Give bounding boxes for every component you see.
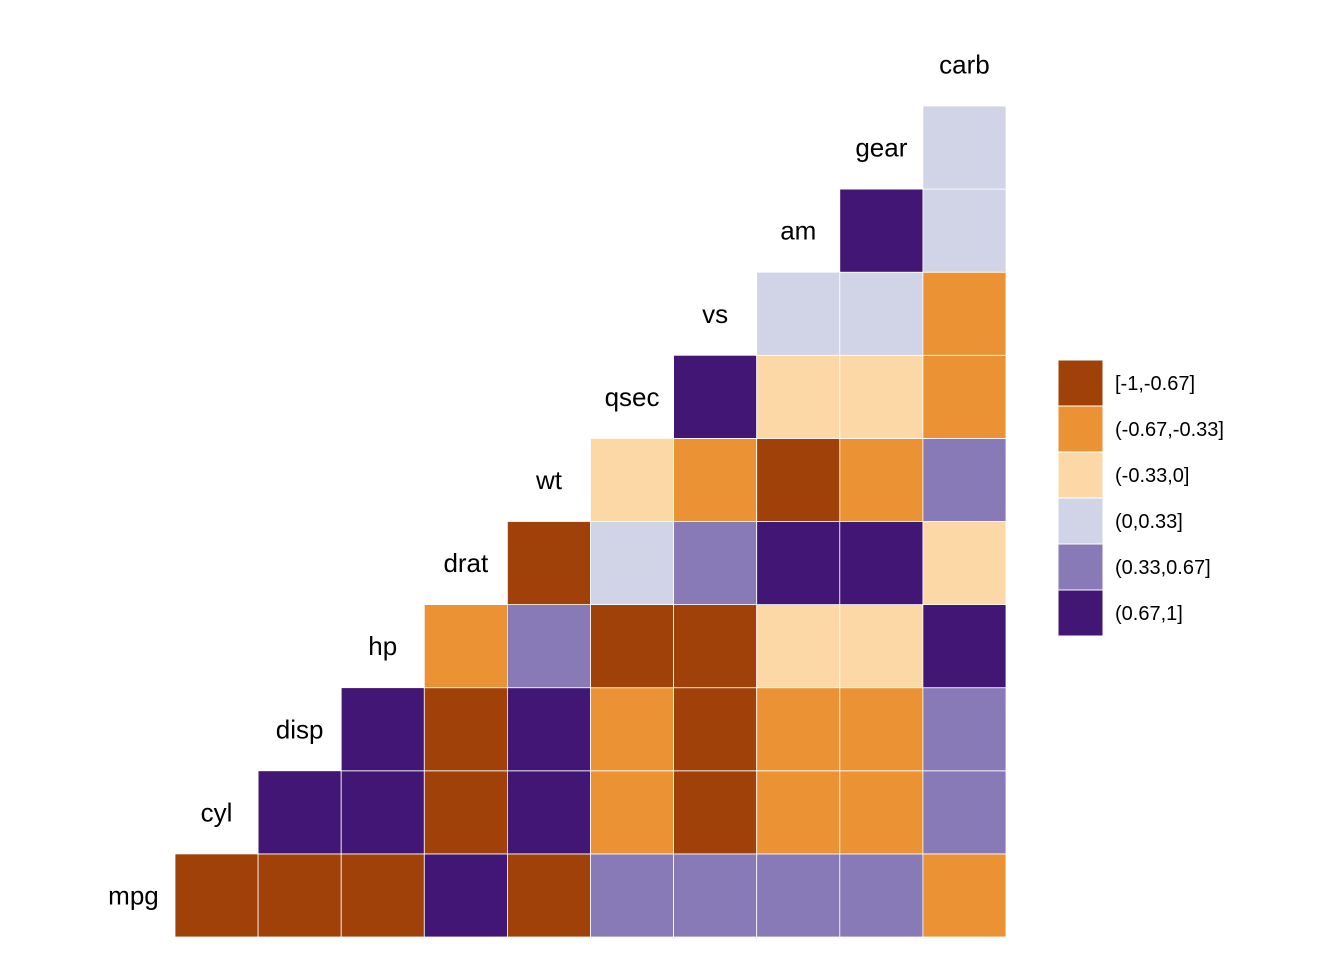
heatmap-cell-drat-drat: [506, 521, 591, 605]
heatmap-cell-mpg-gear: [922, 853, 1007, 938]
heatmap-cell-wt-gear: [922, 437, 1007, 522]
heatmap-cell-qsec-qsec: [673, 354, 758, 439]
heatmap-cell-mpg-mpg: [174, 853, 259, 938]
heatmap-cell-wt-qsec: [673, 437, 758, 522]
legend-label-2: (-0.33,0]: [1115, 465, 1189, 487]
variable-label-disp: disp: [276, 714, 324, 744]
legend-label-1: (-0.67,-0.33]: [1115, 419, 1224, 441]
heatmap-cell-vs-gear: [922, 271, 1007, 356]
variable-label-wt: wt: [535, 465, 563, 495]
heatmap-cell-disp-gear: [922, 687, 1007, 772]
heatmap-cell-wt-vs: [756, 437, 841, 522]
heatmap-cells: [174, 105, 1007, 938]
heatmap-cell-hp-gear: [922, 604, 1007, 689]
heatmap-cell-cyl-cyl: [257, 770, 342, 855]
variable-label-qsec: qsec: [605, 382, 660, 412]
heatmap-cell-cyl-am: [839, 770, 924, 855]
heatmap-cell-disp-drat: [506, 687, 591, 772]
legend-swatch-0: [1057, 359, 1104, 407]
heatmap-cell-mpg-hp: [423, 853, 508, 938]
heatmap-cell-hp-vs: [756, 604, 841, 689]
legend-label-4: (0.33,0.67]: [1115, 557, 1211, 579]
heatmap-cell-hp-wt: [590, 604, 674, 689]
heatmap-cell-cyl-gear: [922, 770, 1007, 855]
heatmap-cell-drat-qsec: [673, 521, 758, 605]
variable-label-carb: carb: [939, 49, 990, 79]
legend-swatch-2: [1057, 451, 1104, 499]
heatmap-cell-hp-qsec: [673, 604, 758, 689]
heatmap-cell-disp-am: [839, 687, 924, 772]
heatmap-cell-disp-vs: [756, 687, 841, 772]
heatmap-cell-qsec-gear: [922, 354, 1007, 439]
heatmap-cell-mpg-am: [839, 853, 924, 938]
heatmap-cell-disp-disp: [340, 687, 425, 772]
heatmap-cell-mpg-drat: [506, 853, 591, 938]
legend-label-3: (0,0.33]: [1115, 511, 1183, 533]
variable-label-gear: gear: [855, 133, 907, 163]
heatmap-cell-mpg-wt: [590, 853, 674, 938]
heatmap-cell-cyl-vs: [756, 770, 841, 855]
heatmap-cell-drat-wt: [590, 521, 674, 605]
legend-label-5: (0.67,1]: [1115, 603, 1183, 625]
variable-label-drat: drat: [443, 548, 489, 578]
legend-label-0: [-1,-0.67]: [1115, 373, 1195, 395]
heatmap-cell-cyl-wt: [590, 770, 674, 855]
heatmap-cell-drat-vs: [756, 521, 841, 605]
legend-swatch-1: [1057, 405, 1104, 453]
heatmap-cell-wt-wt: [590, 437, 674, 522]
heatmap-cell-drat-am: [839, 521, 924, 605]
heatmap-cell-drat-gear: [922, 521, 1007, 605]
heatmap-cell-hp-hp: [423, 604, 508, 689]
heatmap-cell-cyl-hp: [423, 770, 508, 855]
heatmap-cell-disp-wt: [590, 687, 674, 772]
legend-swatch-5: [1057, 589, 1104, 637]
heatmap-cell-disp-hp: [423, 687, 508, 772]
variable-label-vs: vs: [702, 299, 728, 329]
heatmap-cell-hp-am: [839, 604, 924, 689]
heatmap-cell-hp-drat: [506, 604, 591, 689]
legend-swatch-4: [1057, 543, 1104, 591]
heatmap-cell-mpg-vs: [756, 853, 841, 938]
variable-label-am: am: [780, 216, 816, 246]
heatmap-cell-cyl-disp: [340, 770, 425, 855]
legend-swatch-3: [1057, 497, 1104, 545]
variable-label-hp: hp: [368, 631, 397, 661]
heatmap-cell-qsec-am: [839, 354, 924, 439]
heatmap-cell-am-am: [839, 188, 924, 273]
heatmap-cell-am-gear: [922, 188, 1007, 273]
legend: [-1,-0.67] (-0.67,-0.33] (-0.33,0] (0,0.33]…: [1057, 359, 1224, 637]
variable-labels: mpg cyl disp hp drat wt qsec vs am gear carb: [108, 49, 990, 910]
heatmap-cell-disp-qsec: [673, 687, 758, 772]
heatmap-cell-vs-am: [839, 271, 924, 356]
heatmap-cell-mpg-disp: [340, 853, 425, 938]
heatmap-cell-mpg-qsec: [673, 853, 758, 938]
heatmap-cell-cyl-drat: [506, 770, 591, 855]
heatmap-cell-cyl-qsec: [673, 770, 758, 855]
heatmap-cell-qsec-vs: [756, 354, 841, 439]
heatmap-cell-wt-am: [839, 437, 924, 522]
variable-label-cyl: cyl: [201, 797, 233, 827]
heatmap-cell-gear-gear: [922, 105, 1007, 190]
heatmap-cell-mpg-cyl: [257, 853, 342, 938]
heatmap-cell-vs-vs: [756, 271, 841, 356]
variable-label-mpg: mpg: [108, 880, 159, 910]
